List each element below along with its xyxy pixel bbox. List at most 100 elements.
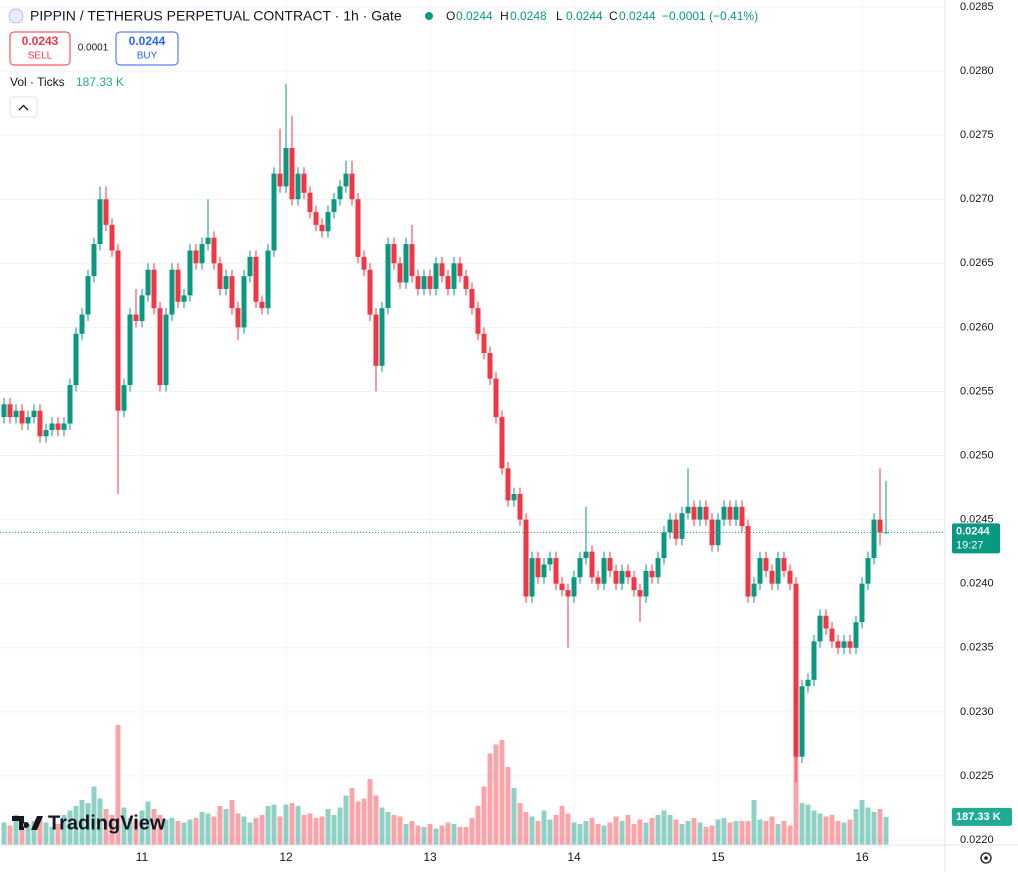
candle-body: [781, 558, 787, 571]
volume-bar: [403, 824, 409, 845]
volume-bar: [169, 818, 175, 845]
candle-body: [427, 276, 433, 289]
volume-bar: [271, 804, 277, 845]
candle-body: [103, 199, 109, 225]
candle-body: [313, 212, 319, 225]
volume-bar: [811, 810, 817, 845]
volume-bar: [751, 800, 757, 845]
candle-body: [817, 615, 823, 642]
candle-body: [379, 308, 385, 366]
volume-bar: [619, 821, 625, 845]
ohlc-value: 0.0244: [619, 9, 656, 23]
buy-button[interactable]: [115, 31, 179, 66]
x-tick-label: 12: [279, 850, 293, 864]
settings-icon[interactable]: [980, 852, 992, 864]
buy-label: BUY: [137, 51, 158, 62]
candle-body: [121, 385, 127, 411]
volume-bar: [475, 806, 481, 845]
volume-bar: [211, 816, 217, 845]
candle-body: [805, 679, 811, 687]
volume-bar: [139, 810, 145, 845]
candle-body: [529, 558, 535, 597]
volume-bar: [565, 813, 571, 845]
volume-bar: [667, 815, 673, 845]
candle-body: [409, 244, 415, 277]
candle-body: [829, 628, 835, 642]
volume-bar: [745, 821, 751, 845]
volume-bar: [103, 809, 109, 845]
candle-body: [499, 417, 505, 469]
candle-body: [757, 558, 763, 584]
volume-bar: [697, 822, 703, 845]
settings-icon-center: [984, 856, 988, 860]
volume-bar: [793, 752, 799, 845]
x-tick-label: 11: [136, 850, 149, 864]
volume-bar: [13, 815, 19, 845]
candle-body: [601, 558, 607, 584]
candle-body: [823, 615, 829, 629]
candle-body: [655, 558, 661, 578]
volume-bar: [307, 813, 313, 845]
candle-body: [223, 276, 229, 289]
volume-bar: [187, 819, 193, 845]
candle-body: [787, 570, 793, 584]
volume-bar: [691, 818, 697, 845]
sell-button[interactable]: [9, 31, 71, 66]
volume-bar: [241, 816, 247, 845]
collapse-button[interactable]: [9, 96, 38, 118]
volume-bar: [649, 818, 655, 845]
candle-body: [175, 269, 181, 302]
volume-bar: [493, 744, 499, 845]
candle-body: [727, 506, 733, 520]
volume-bar: [871, 812, 877, 845]
candle-body: [343, 173, 349, 187]
volume-bar: [25, 824, 31, 845]
y-tick-label: 0.0275: [960, 129, 994, 141]
volume-bar: [505, 767, 511, 845]
volume-bar: [721, 818, 727, 845]
candle-body: [229, 276, 235, 309]
volume-bar: [541, 810, 547, 845]
candle-body: [811, 641, 817, 680]
volume-bar: [331, 815, 337, 845]
candle-body: [133, 314, 139, 321]
candle-body: [469, 288, 475, 309]
volume-bar: [235, 813, 241, 845]
candle-body: [67, 385, 73, 424]
volume-bar: [817, 813, 823, 845]
candle-body: [745, 526, 751, 597]
volume-bar: [163, 819, 169, 845]
volume-bar: [463, 827, 469, 845]
volume-bar: [733, 821, 739, 845]
candle-body: [859, 583, 865, 623]
x-tick-label: 16: [855, 850, 869, 864]
volume-bar: [157, 815, 163, 845]
volume-bar: [49, 827, 55, 845]
chevron-icon: [18, 104, 29, 111]
candle-body: [553, 558, 559, 584]
last-price-label: 0.0244: [956, 525, 991, 537]
candle-body: [607, 558, 613, 571]
volume-title: Vol · Ticks: [10, 75, 65, 89]
candle-body: [211, 237, 217, 264]
ohlc-value: 0.0248: [510, 9, 547, 23]
volume-bar: [7, 825, 13, 845]
candle-body: [775, 558, 781, 584]
volume-bar: [301, 815, 307, 845]
volume-bar: [1, 822, 7, 845]
volume-bar: [859, 800, 865, 845]
volume-bar: [373, 795, 379, 845]
volume-bar: [439, 825, 445, 845]
y-tick-label: 0.0250: [960, 449, 994, 461]
candle-body: [475, 308, 481, 334]
candle-body: [151, 269, 157, 309]
volume-bar: [763, 821, 769, 845]
candle-body: [109, 224, 115, 251]
candle-body: [301, 173, 307, 193]
candle-body: [373, 314, 379, 366]
candle-body: [463, 276, 469, 289]
volume-bar: [853, 809, 859, 845]
candle-body: [739, 506, 745, 527]
